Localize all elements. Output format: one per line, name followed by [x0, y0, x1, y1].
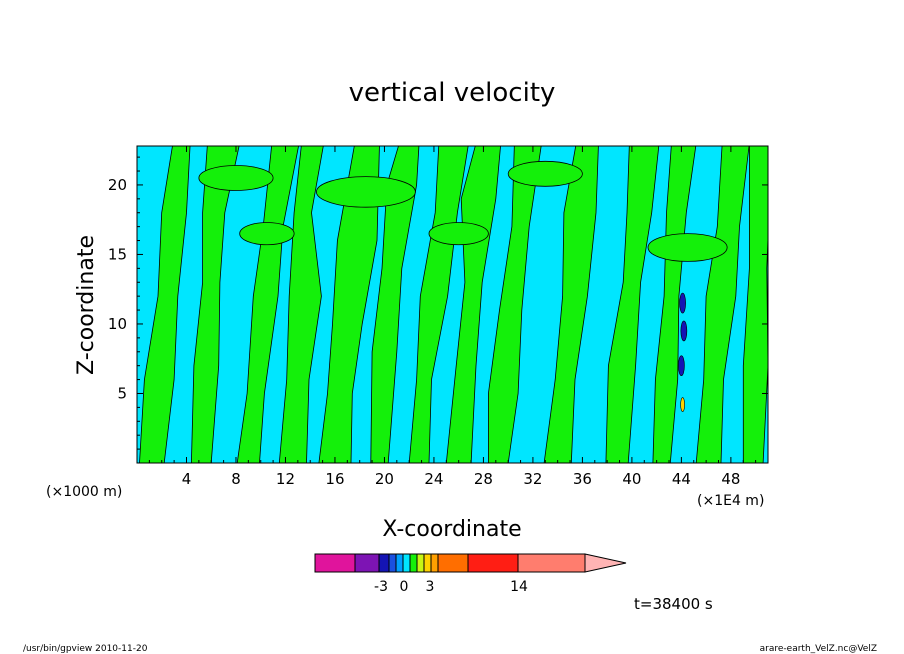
colorbar [314, 553, 627, 573]
colorbar-segment-3 [388, 553, 397, 573]
y-tick-label-3: 20 [108, 176, 127, 194]
plot-area [136, 145, 769, 464]
colorbar-segment-4 [395, 553, 404, 573]
colorbar-segment-12 [517, 553, 586, 573]
colorbar-label-0: -3 [374, 579, 388, 595]
x-tick-label-7: 32 [523, 470, 542, 488]
colorbar-label-2: 3 [426, 579, 435, 595]
updraft-region-12 [695, 146, 750, 463]
x-tick-label-11: 48 [721, 470, 740, 488]
x-tick-label-9: 40 [622, 470, 641, 488]
colorbar-extension-arrow [584, 553, 627, 573]
x-axis: 4 8 12 16 20 24 28 32 36 40 44 48 [148, 146, 757, 488]
updraft-patch-3 [647, 233, 728, 262]
colorbar-segment-1 [354, 553, 380, 573]
updraft-region-8 [488, 146, 542, 463]
x-tick-label-3: 16 [325, 470, 344, 488]
colorbar-segment-6 [409, 553, 418, 573]
x-tick-label-1: 8 [231, 470, 241, 488]
x-tick-label-4: 20 [375, 470, 394, 488]
updraft-patch-2 [507, 160, 583, 187]
core-downdraft-2 [679, 292, 686, 314]
updraft-region-4 [318, 146, 380, 463]
x-tick-label-6: 28 [474, 470, 493, 488]
colorbar-labels: -3 0 3 14 [374, 579, 528, 595]
core-downdraft-1 [680, 320, 688, 342]
y-tick-label-2: 15 [108, 245, 127, 263]
footer-left: /usr/bin/gpview 2010-11-20 [23, 644, 148, 654]
updraft-patch-0 [198, 165, 274, 191]
x-tick-label-10: 44 [672, 470, 691, 488]
updraft-region-11 [652, 146, 697, 463]
colorbar-segment-8 [423, 553, 432, 573]
velocity-field [139, 146, 768, 463]
colorbar-label-3: 14 [510, 579, 528, 595]
updraft-region-5 [370, 146, 420, 463]
updraft-region-9 [543, 146, 599, 463]
chart-title: vertical velocity [349, 78, 556, 108]
updraft-region-13 [742, 146, 768, 463]
updraft-patch-1 [316, 176, 416, 208]
x-unit-right: (×1E4 m) [697, 493, 764, 509]
core-updraft [680, 397, 685, 412]
x-tick-label-2: 12 [276, 470, 295, 488]
x-axis-label: X-coordinate [382, 517, 521, 542]
core-downdraft-0 [678, 355, 685, 376]
y-axis-label: Z-coordinate [74, 235, 99, 375]
x-tick-label-5: 24 [424, 470, 443, 488]
y-axis: 5 10 15 20 [108, 156, 768, 450]
colorbar-segment-5 [402, 553, 411, 573]
colorbar-segment-2 [378, 553, 390, 573]
x-unit-left: (×1000 m) [46, 484, 122, 500]
footer-right: arare-earth_VelZ.nc@VelZ [760, 644, 877, 654]
x-tick-label-0: 4 [182, 470, 192, 488]
colorbar-segment-7 [416, 553, 425, 573]
y-tick-label-0: 5 [117, 384, 127, 402]
updraft-region-1 [191, 146, 240, 463]
colorbar-segment-9 [430, 553, 439, 573]
colorbar-segment-10 [437, 553, 469, 573]
updraft-patch-4 [428, 222, 489, 246]
updraft-region-0 [139, 146, 191, 463]
x-tick-label-8: 36 [573, 470, 592, 488]
updraft-region-10 [605, 146, 660, 463]
updraft-region-7 [445, 146, 501, 463]
plot-frame [136, 145, 769, 464]
updraft-patch-5 [239, 222, 295, 246]
updraft-region-3 [278, 146, 324, 463]
colorbar-label-1: 0 [400, 579, 409, 595]
colorbar-segment-0 [314, 553, 356, 573]
y-tick-label-1: 10 [108, 315, 127, 333]
colorbar-segment-11 [467, 553, 519, 573]
time-annotation: t=38400 s [634, 595, 713, 613]
